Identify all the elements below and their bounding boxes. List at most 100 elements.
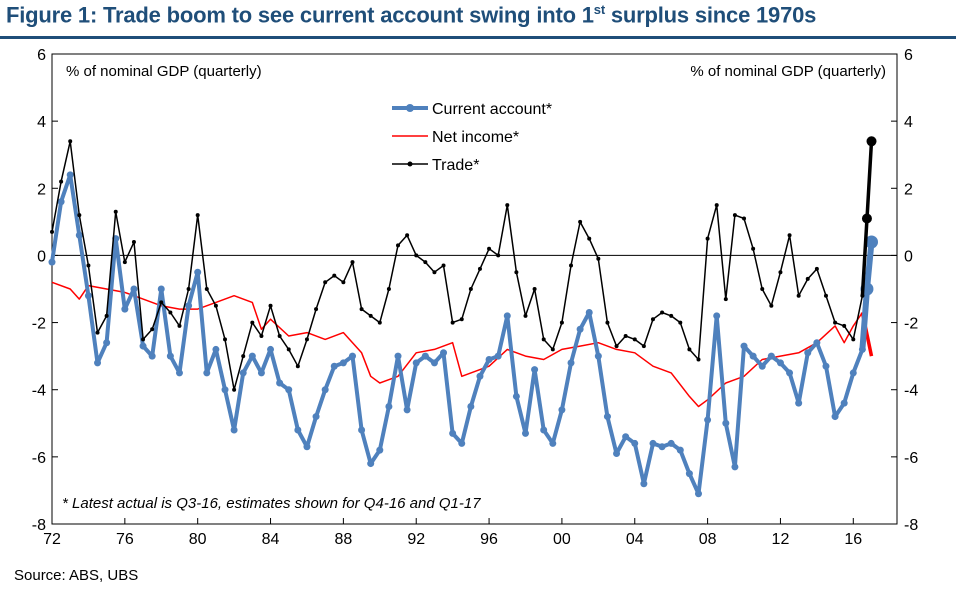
data-point — [860, 293, 865, 298]
data-point — [623, 334, 628, 338]
data-point — [385, 403, 393, 410]
data-point — [632, 337, 637, 342]
data-point — [640, 480, 648, 488]
data-point — [458, 439, 466, 447]
data-point — [578, 219, 583, 224]
data-point — [558, 406, 566, 414]
data-point — [758, 362, 766, 370]
data-point — [449, 429, 457, 437]
data-point — [294, 426, 302, 434]
data-point — [259, 334, 264, 338]
data-point — [130, 285, 138, 293]
data-point — [277, 334, 282, 338]
data-point — [576, 325, 584, 333]
data-point — [267, 345, 275, 353]
x-tick-label: 96 — [480, 531, 498, 548]
y-tick-label-right: 0 — [904, 248, 913, 265]
x-tick-label: 16 — [844, 531, 862, 548]
legend-label: Current account* — [432, 101, 552, 118]
data-point — [496, 253, 501, 258]
data-point — [613, 450, 621, 457]
y-axis-ticks: 6 6 4 4 2 2 0 0 -2 -2 -4 -4 -6 -6 -8 -8 — [32, 47, 919, 534]
data-point — [523, 313, 528, 318]
data-point — [485, 356, 493, 363]
data-point — [678, 320, 683, 325]
data-point — [858, 345, 866, 353]
data-point — [141, 337, 146, 342]
data-point — [849, 369, 857, 377]
data-point — [605, 320, 610, 325]
y-tick-label-left: 4 — [37, 114, 46, 131]
data-point — [814, 266, 819, 271]
x-tick-label: 92 — [407, 531, 425, 548]
chart-annotation: * Latest actual is Q3-16, estimates show… — [62, 495, 481, 512]
chart: 6 64 42 20 0-2 -2-4 -4-6 -6-8 -8 72 76 80 84 88 92 96 0… — [32, 47, 919, 548]
data-point — [194, 268, 202, 276]
y-tick-label-right: -4 — [904, 383, 918, 400]
data-point — [795, 399, 803, 407]
y-axis-label-right: % of nominal GDP (quarterly) — [690, 63, 886, 80]
data-point — [321, 386, 329, 394]
data-point — [430, 359, 438, 367]
data-point — [339, 359, 347, 367]
data-point — [358, 426, 366, 434]
data-point — [704, 416, 712, 424]
data-point — [467, 403, 475, 410]
data-point — [805, 276, 810, 281]
y-tick-label-right: 2 — [904, 181, 913, 198]
source-note: Source: ABS, UBS — [14, 567, 139, 584]
data-point — [505, 203, 510, 208]
data-point — [541, 337, 546, 342]
legend: Current account* Net income* Trade* — [392, 101, 552, 174]
data-point — [68, 139, 73, 144]
series-2 — [50, 136, 877, 392]
data-point — [559, 320, 564, 325]
data-point — [476, 372, 484, 380]
y-axis-label-left: % of nominal GDP (quarterly) — [66, 63, 262, 80]
data-point — [459, 317, 464, 322]
data-point — [487, 246, 492, 251]
data-point — [477, 266, 482, 271]
data-point — [285, 386, 293, 394]
data-point — [804, 349, 812, 357]
data-point — [865, 235, 879, 249]
data-point — [412, 359, 420, 367]
x-tick-label: 08 — [699, 531, 717, 548]
figure-title-prefix: Figure 1: Trade boom to see current acco… — [6, 2, 594, 28]
data-point — [77, 213, 82, 218]
data-point — [822, 362, 830, 370]
data-point — [330, 362, 338, 370]
data-point — [432, 270, 437, 275]
data-point — [641, 344, 646, 349]
legend-marker — [407, 161, 413, 167]
data-point — [658, 443, 666, 451]
data-point — [532, 287, 537, 291]
data-point — [122, 260, 127, 265]
data-point — [396, 243, 401, 248]
data-point — [742, 216, 747, 221]
data-point — [212, 345, 220, 353]
data-point — [687, 347, 692, 352]
data-point — [66, 171, 74, 179]
data-point — [840, 399, 848, 407]
data-point — [760, 287, 765, 291]
data-point — [676, 446, 684, 454]
data-point — [767, 352, 775, 360]
figure-title: Figure 1: Trade boom to see current acco… — [6, 2, 816, 28]
data-point — [440, 349, 448, 357]
data-point — [314, 307, 319, 312]
data-point — [166, 352, 174, 360]
data-point — [540, 426, 548, 434]
data-point — [312, 413, 320, 421]
data-point — [833, 320, 838, 325]
series-0 — [48, 171, 879, 498]
data-point — [587, 236, 592, 241]
data-point — [731, 463, 739, 471]
data-point — [185, 302, 193, 310]
data-point — [414, 253, 419, 258]
data-point — [268, 303, 273, 308]
y-tick-label-left: -6 — [32, 450, 46, 467]
data-point — [57, 198, 65, 206]
x-tick-label: 80 — [189, 531, 207, 548]
data-point — [59, 179, 64, 184]
